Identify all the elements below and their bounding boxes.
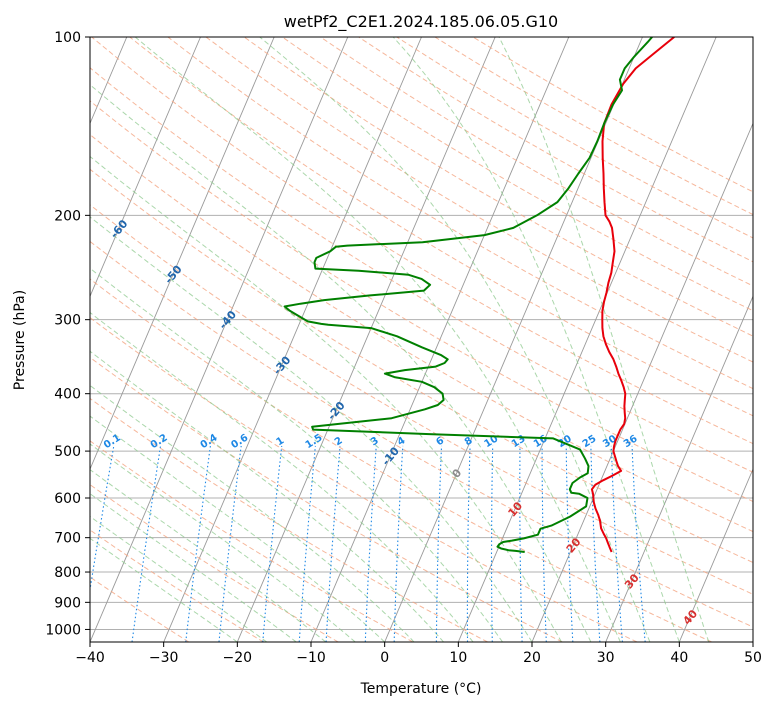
- dry-adiabat-line: [90, 67, 753, 473]
- x-axis-label: Temperature (°C): [360, 681, 482, 697]
- mixing-ratio-line: [90, 445, 115, 594]
- mixing-ratio-line: [466, 445, 471, 642]
- moist-adiabat-line: [90, 311, 474, 642]
- moist-adiabat-line: [90, 415, 386, 642]
- mixing-ratio-line: [393, 445, 404, 642]
- x-tick-label: −20: [223, 650, 253, 666]
- moist-adiabat-line: [498, 37, 710, 642]
- isotherm-line: [531, 122, 753, 642]
- dry-adiabat-line: [90, 278, 712, 642]
- isotherm-line: [605, 295, 753, 642]
- moist-adiabat-line: [90, 267, 503, 642]
- mixing-ratio-line: [435, 445, 443, 642]
- moist-adiabat-line: [90, 384, 415, 642]
- mixing-ratio-line: [519, 445, 523, 642]
- mixing-ratio-line: [490, 445, 494, 642]
- moist-adiabat-line: [90, 469, 327, 642]
- moist-adiabat-line: [90, 515, 268, 642]
- x-tick-label: 30: [597, 650, 615, 666]
- dry-adiabat-line: [90, 397, 488, 642]
- y-tick-label: 500: [54, 444, 81, 460]
- dry-adiabat-line: [90, 484, 339, 642]
- dewpoint-profile-line: [283, 37, 653, 553]
- plot-frame: [89, 36, 754, 643]
- dry-adiabat-line: [243, 37, 753, 337]
- dry-adiabat-line: [167, 37, 753, 390]
- isotherm-line: [457, 37, 717, 642]
- isotherm-line: [236, 37, 496, 642]
- x-axis: −40 −30 −20 −10 0 10 20 30 40 50: [75, 642, 762, 666]
- mixing-ratio-label: 2: [333, 435, 345, 448]
- dry-adiabat-line: [282, 37, 753, 312]
- profile-lines: [283, 37, 675, 553]
- y-axis: 100 200 300 400 500 600 700 800 900 1000: [45, 30, 90, 638]
- dry-adiabat-line: [90, 100, 753, 503]
- mixing-ratio-label: 6: [434, 435, 446, 448]
- isotherm-line: [90, 37, 349, 642]
- mixing-ratio-label: 1: [275, 435, 287, 448]
- x-tick-label: 40: [670, 650, 688, 666]
- y-tick-label: 200: [54, 208, 81, 224]
- moist-adiabat-line: [134, 37, 621, 642]
- moist-adiabat-line: [90, 443, 356, 642]
- pressure-gridlines: [90, 36, 753, 630]
- isotherm-line: [90, 37, 201, 298]
- moist-adiabat-line: [90, 537, 238, 642]
- dry-adiabat-line: [205, 37, 753, 363]
- moist-adiabat-line: [90, 84, 592, 642]
- temperature-profile-line: [590, 37, 675, 553]
- y-tick-label: 1000: [45, 622, 81, 638]
- mixing-ratio-line: [364, 445, 377, 642]
- mixing-ratio-line: [262, 445, 283, 642]
- dry-adiabat-line: [90, 440, 414, 642]
- mixing-ratio-line: [610, 445, 623, 642]
- background-lines: [90, 37, 753, 642]
- mixing-ratio-line: [590, 445, 601, 642]
- plot-area: [90, 37, 753, 642]
- isotherm-line: [90, 37, 275, 471]
- mixing-ratio-line: [325, 445, 341, 642]
- mixing-ratio-line: [541, 445, 547, 642]
- mixing-ratio-label: 3: [369, 435, 381, 448]
- y-tick-label: 100: [54, 30, 81, 46]
- mixing-ratio-line: [131, 445, 162, 642]
- x-tick-label: −40: [75, 650, 105, 666]
- mixing-ratio-line: [631, 445, 646, 642]
- dry-adiabat-line: [90, 529, 264, 642]
- mixing-ratio-line: [565, 445, 574, 642]
- moist-adiabat-line: [90, 155, 562, 642]
- mixing-ratio-label: 4: [396, 435, 408, 448]
- dry-adiabat-line: [90, 356, 563, 642]
- x-tick-label: 0: [380, 650, 389, 666]
- y-tick-label: 300: [54, 313, 81, 329]
- moist-adiabat-line: [392, 37, 680, 642]
- moist-adiabat-line: [90, 350, 444, 642]
- mixing-ratio-line: [218, 445, 242, 642]
- x-tick-label: 50: [744, 650, 762, 666]
- mixing-ratio-line: [185, 445, 211, 642]
- dry-adiabat-line: [90, 240, 753, 628]
- x-tick-label: 20: [523, 650, 541, 666]
- x-tick-label: −30: [149, 650, 179, 666]
- y-axis-label: Pressure (hPa): [12, 290, 28, 390]
- y-tick-label: 400: [54, 387, 81, 403]
- x-tick-label: 10: [449, 650, 467, 666]
- isotherm-line: [163, 37, 422, 642]
- y-tick-label: 600: [54, 491, 81, 507]
- isotherm-line: [678, 467, 753, 642]
- moist-adiabat-line: [90, 216, 533, 642]
- x-tick-label: −10: [296, 650, 326, 666]
- y-tick-label: 900: [54, 595, 81, 611]
- dry-adiabat-line: [90, 133, 753, 533]
- y-tick-label: 700: [54, 531, 81, 547]
- y-tick-label: 800: [54, 565, 81, 581]
- dry-adiabat-line: [90, 204, 753, 595]
- mixing-ratio-label: 8: [463, 435, 475, 448]
- mixing-ratio-line: [298, 445, 316, 642]
- chart-title: wetPf2_C2E1.2024.185.06.05.G10: [284, 12, 558, 32]
- dry-adiabat-line: [90, 317, 638, 642]
